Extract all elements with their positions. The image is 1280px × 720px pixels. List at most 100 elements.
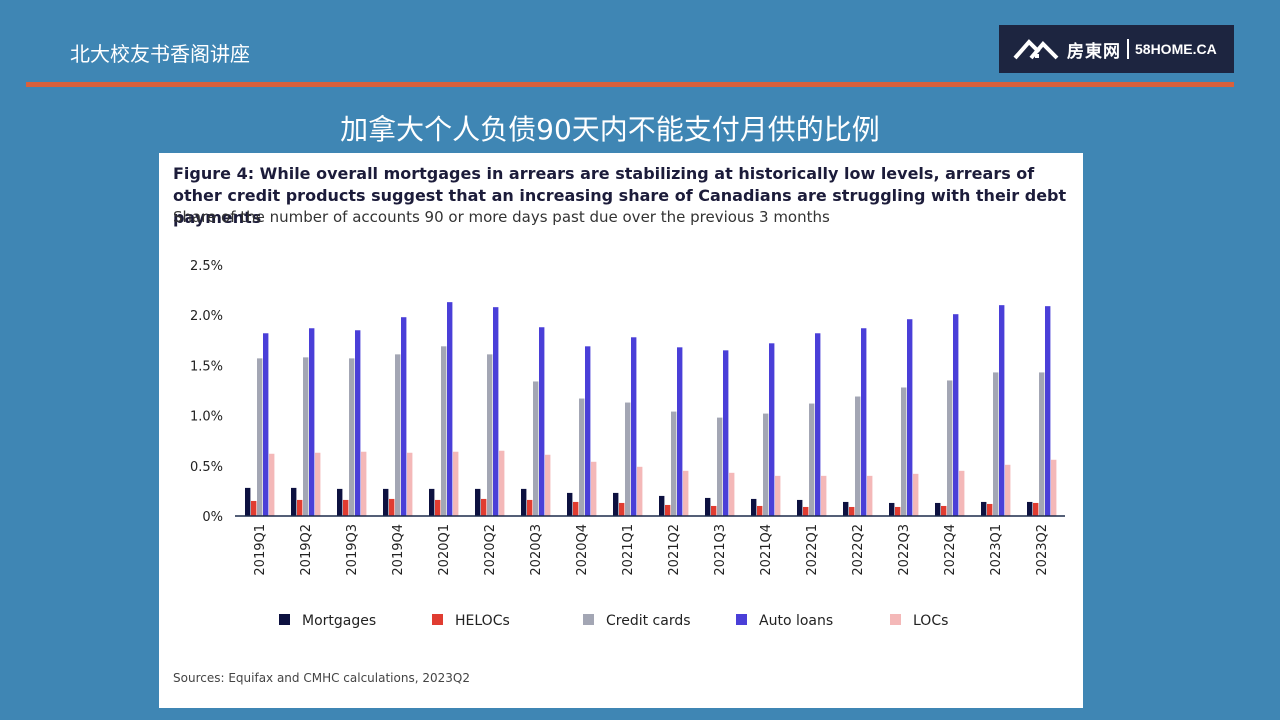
bar-mortgages [659, 495, 665, 516]
bar-helocs [251, 500, 257, 516]
bar-auto-loans [309, 328, 315, 516]
bar-helocs [573, 501, 579, 516]
bar-helocs [849, 506, 855, 516]
bar-helocs [665, 504, 671, 516]
bar-credit-cards [809, 403, 815, 516]
bar-auto-loans [539, 327, 545, 516]
bar-helocs [435, 499, 441, 516]
bar-auto-loans [263, 333, 269, 516]
bar-auto-loans [861, 328, 867, 516]
bar-mortgages [705, 497, 711, 516]
header-divider [26, 82, 1234, 87]
legend-label: LOCs [913, 613, 948, 629]
bar-auto-loans [769, 343, 775, 516]
house-roof-icon [1013, 36, 1059, 62]
logo-separator [1127, 39, 1129, 59]
bar-auto-loans [815, 333, 821, 516]
bar-helocs [527, 499, 533, 516]
legend-swatch [279, 614, 290, 625]
chart-panel: Figure 4: While overall mortgages in arr… [159, 153, 1083, 708]
bar-locs [959, 470, 965, 516]
x-tick-label: 2022Q2 [851, 524, 866, 576]
bar-auto-loans [585, 346, 591, 516]
bar-helocs [803, 506, 809, 516]
x-tick-label: 2020Q1 [437, 524, 452, 576]
bar-auto-loans [493, 307, 499, 516]
bar-locs [545, 454, 551, 516]
legend-label: Credit cards [606, 613, 691, 629]
chart-subtitle: Share of the number of accounts 90 or mo… [173, 208, 830, 226]
legend-label: Auto loans [759, 613, 833, 629]
logo-chinese-text: 房東网 [1067, 41, 1121, 62]
bar-locs [637, 466, 643, 516]
bar-locs [361, 451, 367, 516]
bar-locs [453, 451, 459, 516]
bar-credit-cards [947, 380, 953, 516]
x-tick-label: 2020Q3 [529, 524, 544, 576]
bar-helocs [987, 503, 993, 516]
y-tick-label: 1.5% [190, 359, 223, 374]
x-tick-label: 2022Q4 [943, 524, 958, 576]
legend-swatch [890, 614, 901, 625]
bar-mortgages [337, 488, 343, 516]
x-tick-label: 2020Q2 [483, 524, 498, 576]
bar-locs [729, 472, 735, 516]
bar-helocs [297, 499, 303, 516]
x-tick-label: 2023Q2 [1035, 524, 1050, 576]
bar-helocs [481, 498, 487, 516]
bar-mortgages [521, 488, 527, 516]
x-tick-label: 2021Q2 [667, 524, 682, 576]
x-tick-label: 2021Q1 [621, 524, 636, 576]
y-tick-label: 2.5% [190, 259, 223, 274]
bar-mortgages [567, 492, 573, 516]
x-tick-label: 2019Q4 [391, 524, 406, 576]
bar-auto-loans [723, 350, 729, 516]
bar-auto-loans [447, 302, 453, 516]
bar-credit-cards [579, 398, 585, 516]
x-tick-label: 2019Q3 [345, 524, 360, 576]
bar-mortgages [245, 487, 251, 516]
x-tick-label: 2021Q4 [759, 524, 774, 576]
bar-locs [775, 475, 781, 516]
bar-credit-cards [441, 346, 447, 516]
bar-auto-loans [631, 337, 637, 516]
bar-mortgages [383, 488, 389, 516]
bar-locs [407, 452, 413, 516]
bar-locs [269, 453, 275, 516]
chart-source: Sources: Equifax and CMHC calculations, … [173, 671, 470, 685]
bar-helocs [1033, 502, 1039, 516]
bar-mortgages [291, 487, 297, 516]
bar-credit-cards [855, 396, 861, 516]
bar-locs [1005, 464, 1011, 516]
bar-mortgages [613, 492, 619, 516]
bar-credit-cards [625, 402, 631, 516]
bar-credit-cards [993, 372, 999, 516]
bar-helocs [619, 502, 625, 516]
org-title: 北大校友书香阁讲座 [70, 42, 250, 66]
bar-credit-cards [671, 411, 677, 516]
legend-label: Mortgages [302, 613, 376, 629]
bar-locs [913, 473, 919, 516]
bar-locs [821, 475, 827, 516]
bar-mortgages [935, 502, 941, 516]
bar-helocs [757, 505, 763, 516]
bar-mortgages [1027, 501, 1033, 516]
x-tick-label: 2022Q1 [805, 524, 820, 576]
y-tick-label: 1.0% [190, 410, 223, 425]
y-tick-label: 0.5% [190, 460, 223, 475]
bar-locs [499, 450, 505, 516]
y-tick-label: 2.0% [190, 309, 223, 324]
legend-swatch [736, 614, 747, 625]
bar-credit-cards [257, 358, 263, 516]
bar-locs [867, 475, 873, 516]
slide-title: 加拿大个人负债90天内不能支付月供的比例 [340, 113, 880, 146]
bar-auto-loans [999, 305, 1005, 516]
brand-logo[interactable]: 房東网 58HOME.CA [999, 25, 1234, 73]
bar-credit-cards [763, 413, 769, 516]
chart-title: Figure 4: While overall mortgages in arr… [173, 164, 1067, 227]
legend-swatch [583, 614, 594, 625]
bar-locs [591, 461, 597, 516]
bar-mortgages [475, 488, 481, 516]
bar-credit-cards [1039, 372, 1045, 516]
bar-auto-loans [677, 347, 683, 516]
